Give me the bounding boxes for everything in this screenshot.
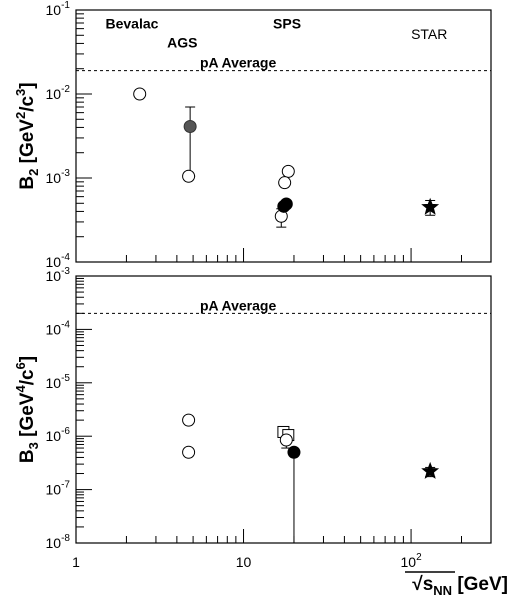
point-filled-circle (279, 197, 293, 211)
point-open-circle (133, 87, 147, 101)
y-tick-label: 10-4 (46, 252, 71, 270)
x-tick-label: 10 (236, 554, 252, 570)
point-open-circle (281, 164, 295, 178)
reference-line-label: pA Average (200, 55, 276, 71)
plot-frame (75, 275, 492, 544)
annotation: STAR (411, 26, 447, 42)
y-tick-label: 10-2 (46, 84, 71, 102)
annotation: SPS (273, 16, 301, 32)
y-tick-label: 10-3 (46, 266, 71, 284)
point-open-circle (182, 413, 196, 427)
reference-line-label: pA Average (200, 297, 276, 313)
plot-frame (75, 9, 492, 263)
x-axis-title-text: √sNN [GeV] (412, 574, 508, 598)
y-tick-label: 10-3 (46, 168, 71, 186)
point-open-circle (182, 169, 196, 183)
y-tick-label: 10-7 (46, 480, 71, 498)
y-axis-titles: B2 [GeV2/c3] B3 [GeV4/c6] (13, 82, 41, 463)
y-tick-label: 10-8 (46, 533, 71, 551)
y-tick-label: 10-4 (46, 319, 71, 337)
point-open-circle (182, 445, 196, 459)
y-tick-label: 10-5 (46, 373, 71, 391)
y-axis-title: B2 [GeV2/c3] (13, 82, 41, 189)
x-tick-label: 102 (400, 552, 422, 570)
point-open-circle (278, 176, 292, 190)
y-tick-label: 10-6 (46, 426, 71, 444)
x-axis-title: √sNN [GeV] (405, 571, 508, 598)
point-gray-circle (183, 120, 197, 134)
annotation: Bevalac (106, 16, 159, 32)
point-filled-star (421, 197, 440, 215)
top-panel: 10-4 10-3 10-2 10-1 pA Average Bevalac AGS SPS S… (46, 0, 492, 270)
point-filled-circle (287, 445, 301, 459)
x-tick-label: 1 (72, 554, 80, 570)
point-filled-star (421, 461, 440, 479)
y-axis-title: B3 [GeV4/c6] (13, 356, 41, 463)
annotation: AGS (167, 34, 197, 50)
y-tick-label: 10-1 (46, 0, 71, 18)
point-open-circle (279, 433, 293, 447)
bottom-panel: 10-8 10-7 10-6 10-5 10-4 10-3 1 10 102 pA Average (46, 266, 492, 570)
